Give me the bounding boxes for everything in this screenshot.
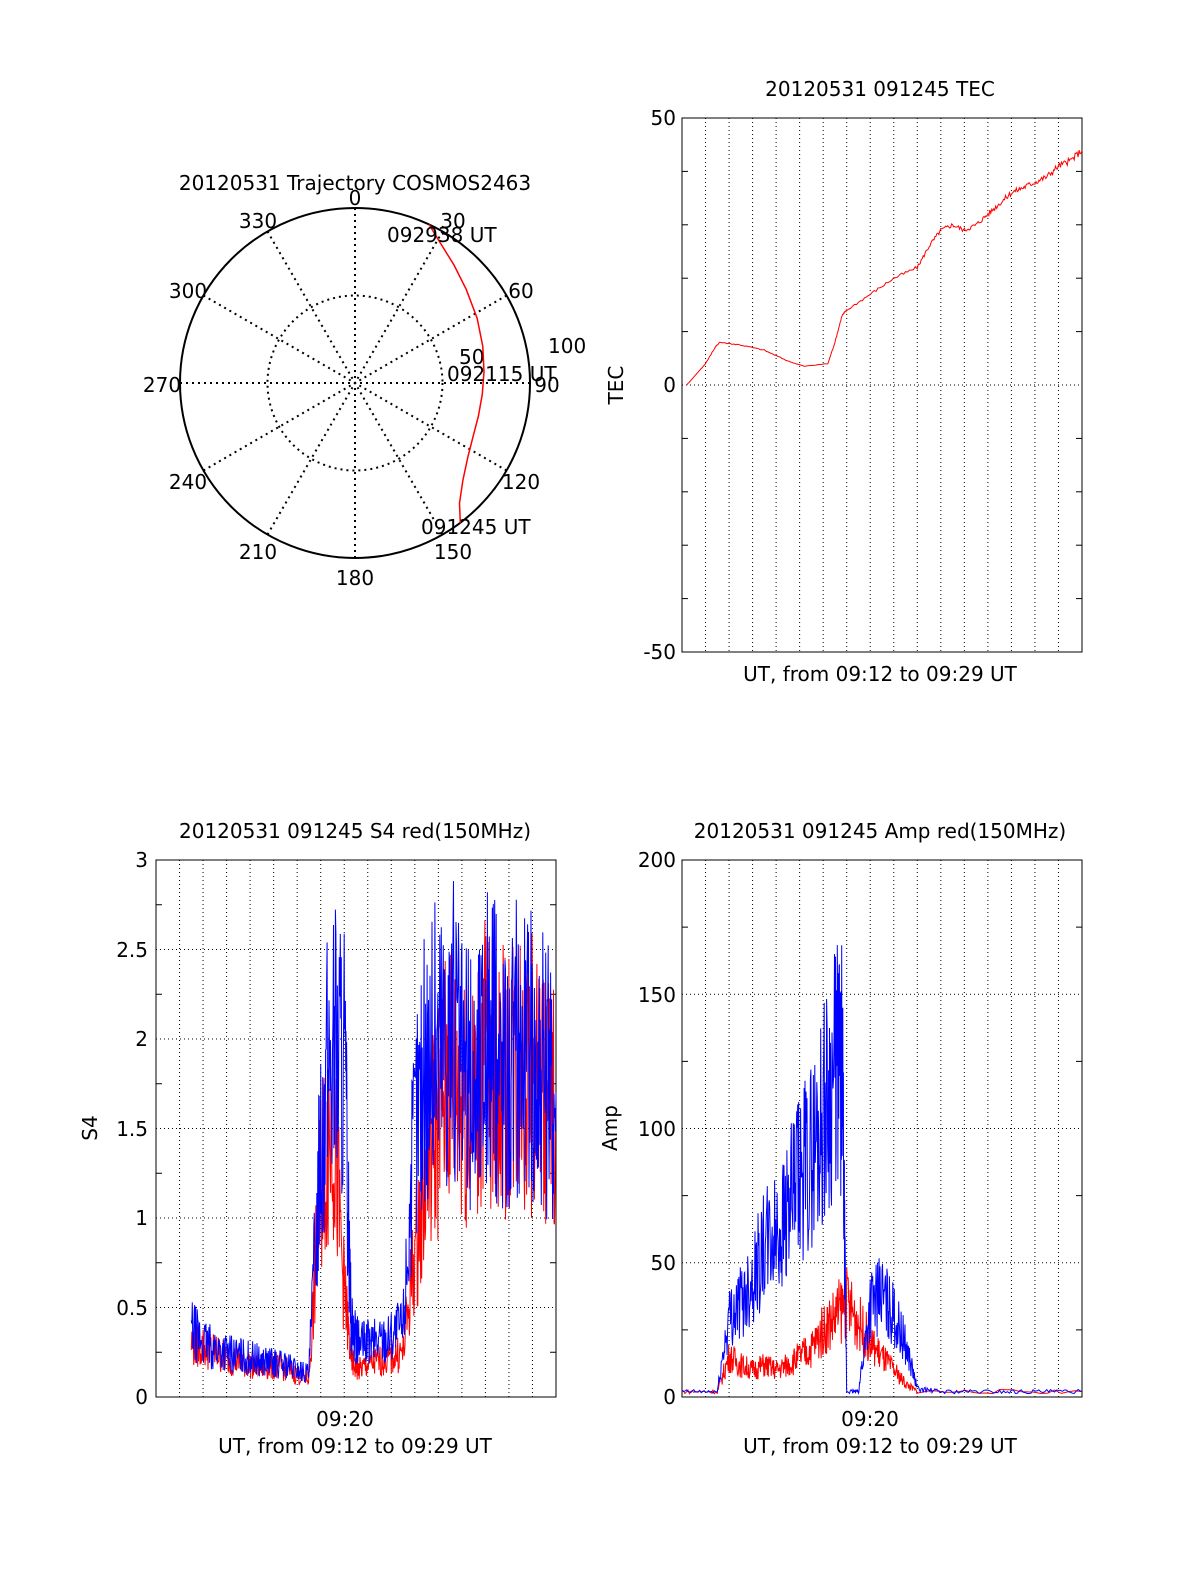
amp-ytick-100: 100 xyxy=(638,1117,676,1141)
tec-title: 20120531 091245 TEC xyxy=(765,77,995,101)
az-label-180: 180 xyxy=(336,566,374,590)
amp-ytick-200: 200 xyxy=(638,848,676,872)
s4-ytick-3: 3 xyxy=(135,848,148,872)
s4-xlabel: UT, from 09:12 to 09:29 UT xyxy=(218,1434,493,1458)
tec-xlabel: UT, from 09:12 to 09:29 UT xyxy=(743,662,1018,686)
radius-label-50: 50 xyxy=(459,345,484,369)
annotation-092115: 092115 UT xyxy=(447,362,557,386)
amp-panel: 20120531 091245 Amp red(150MHz) 0 50 100… xyxy=(598,819,1083,1458)
amp-ytick-150: 150 xyxy=(638,983,676,1007)
series-line-1 xyxy=(190,881,557,1383)
az-label-150: 150 xyxy=(434,540,472,564)
annotation-092938: 092938 UT xyxy=(387,223,497,247)
series-line-0 xyxy=(681,1267,1083,1395)
amp-ytick-0: 0 xyxy=(663,1385,676,1409)
series-line-1 xyxy=(681,945,1083,1395)
az-label-210: 210 xyxy=(239,540,277,564)
amp-series xyxy=(681,945,1083,1395)
az-label-330: 330 xyxy=(239,209,277,233)
s4-ytick-0: 0 xyxy=(135,1385,148,1409)
s4-ylabel: S4 xyxy=(78,1115,102,1140)
polar-title: 20120531 Trajectory COSMOS2463 xyxy=(179,171,531,195)
s4-panel: 20120531 091245 S4 red(150MHz) 0 0.5 1 1… xyxy=(78,819,557,1458)
az-label-240: 240 xyxy=(169,470,207,494)
amp-xtick-0920: 09:20 xyxy=(841,1407,899,1431)
series-line-0 xyxy=(686,149,1083,386)
tec-ytick-50: 50 xyxy=(651,106,676,130)
polar-inner-circle xyxy=(266,294,444,472)
radius-label-100: 100 xyxy=(548,334,586,358)
az-label-300: 300 xyxy=(169,279,207,303)
tec-ytick-neg50: -50 xyxy=(643,640,676,664)
az-label-30: 30 xyxy=(440,209,465,233)
tec-ylabel: TEC xyxy=(604,366,628,406)
polar-series xyxy=(428,224,485,523)
s4-ytick-2-5: 2.5 xyxy=(116,938,148,962)
polar-trajectory-line-0 xyxy=(428,224,485,523)
s4-series xyxy=(190,881,557,1386)
amp-yticks: 0 50 100 150 200 xyxy=(638,848,676,1409)
polar-azimuth-labels: 0 30 60 90 120 150 180 210 240 270 300 3… xyxy=(143,186,560,590)
s4-ytick-0-5: 0.5 xyxy=(116,1296,148,1320)
amp-title: 20120531 091245 Amp red(150MHz) xyxy=(694,819,1066,843)
az-label-270: 270 xyxy=(143,373,181,397)
annotation-091245: 091245 UT xyxy=(421,515,531,539)
az-label-60: 60 xyxy=(508,279,533,303)
tec-grid xyxy=(682,118,1082,652)
amp-ylabel: Amp xyxy=(598,1105,622,1151)
amp-ytick-50: 50 xyxy=(651,1251,676,1275)
s4-xtick-0920: 09:20 xyxy=(316,1407,374,1431)
polar-spoke-150 xyxy=(266,230,444,536)
s4-title: 20120531 091245 S4 red(150MHz) xyxy=(179,819,531,843)
s4-ytick-1-5: 1.5 xyxy=(116,1117,148,1141)
s4-ytick-1: 1 xyxy=(135,1206,148,1230)
az-label-120: 120 xyxy=(502,470,540,494)
polar-panel: 20120531 Trajectory COSMOS2463 0 30 60 9… xyxy=(143,171,586,590)
tec-series xyxy=(686,149,1083,386)
az-label-0: 0 xyxy=(349,186,362,210)
amp-xlabel: UT, from 09:12 to 09:29 UT xyxy=(743,1434,1018,1458)
series-line-0 xyxy=(190,920,557,1386)
s4-ytick-2: 2 xyxy=(135,1027,148,1051)
tec-ytick-0: 0 xyxy=(663,373,676,397)
s4-yticks: 0 0.5 1 1.5 2 2.5 3 xyxy=(116,848,148,1409)
az-label-90: 90 xyxy=(534,373,559,397)
tec-panel: 20120531 091245 TEC 50 0 -50 TEC UT, fro… xyxy=(604,77,1083,686)
polar-spokes xyxy=(180,208,530,558)
